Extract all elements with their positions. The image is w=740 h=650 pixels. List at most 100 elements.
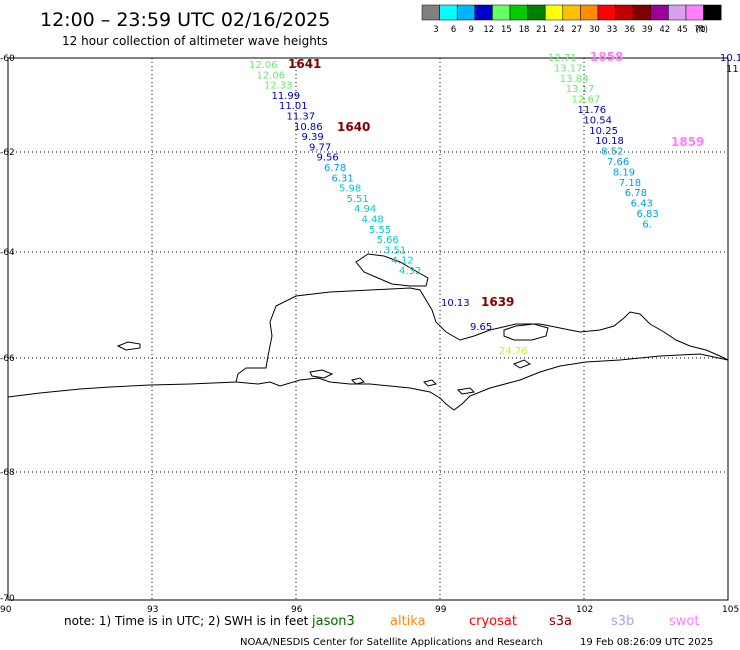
legend-label-7: 24 (554, 25, 565, 35)
track-a-value-19: 4.12 (392, 256, 414, 267)
plot-frame (7, 57, 729, 601)
island-small-1 (309, 369, 334, 379)
track-a-value-1: 12.06 (257, 70, 286, 81)
legend-swatch-12 (632, 4, 652, 21)
island-small-2 (351, 377, 365, 385)
color-legend: 3 6 9 12 15 18 21 24 27 30 33 36 39 42 45 70(ft) (421, 4, 722, 35)
track-c-value-16: 6. (642, 219, 652, 230)
legend-swatch-0 (421, 4, 440, 21)
track-c-value-2: 13.84 (560, 74, 589, 85)
pass-label-1640: 1640 (337, 120, 370, 134)
satellite-swot: swot (669, 614, 699, 629)
legend-swatch-15 (685, 4, 704, 21)
track-a-value-20: 4.32 (399, 266, 421, 277)
track-b-value-1: 9.65 (470, 322, 492, 333)
track-a-value-14: 4.94 (354, 204, 376, 215)
legend-label-15: 70 (695, 25, 706, 35)
legend-label-12: 39 (642, 25, 653, 35)
legend-swatch-2 (456, 4, 476, 21)
legend-label-10: 33 (607, 25, 618, 35)
track-d-value-0: 10.1 (720, 53, 740, 64)
track-c-value-13: 6.78 (625, 188, 647, 199)
coastline (7, 253, 729, 411)
legend-label-3: 12 (483, 25, 494, 35)
y-tick-68: -68 (0, 468, 15, 478)
track-c-value-12: 7.18 (619, 178, 641, 189)
track-c-value-3: 13.17 (566, 84, 595, 95)
island-small-3 (423, 379, 437, 387)
x-tick-99: 99 (435, 605, 447, 615)
grid-lines (8, 58, 728, 600)
track-c-value-8: 10.18 (595, 136, 624, 147)
legend-swatch-8 (562, 4, 581, 21)
track-d-value-1: 11. (726, 64, 740, 75)
satellite-s3b: s3b (611, 614, 634, 629)
track-c-value-0: 12.71 (548, 53, 577, 64)
track-c-value-7: 10.25 (589, 126, 618, 137)
legend-label-2: 9 (468, 25, 473, 35)
legend-swatch-16 (703, 4, 722, 21)
pass-label-1641: 1641 (288, 57, 321, 71)
track-a-value-9: 9.56 (317, 153, 339, 164)
track-a-value-17: 5.66 (377, 235, 399, 246)
pass-label-1859: 1859 (671, 135, 704, 149)
track-c-value-4: 12.67 (572, 95, 601, 106)
track-c-value-1: 13.17 (554, 63, 583, 74)
track-c-value-9: 8.52 (601, 147, 623, 158)
track-a-value-2: 12.33 (264, 81, 293, 92)
y-tick-70: -70 (0, 594, 15, 604)
legend-swatch-5 (509, 4, 528, 21)
coast-lower (235, 353, 729, 411)
track-a-value-5: 11.37 (287, 112, 316, 123)
map-title: 12:00 – 23:59 UTC 02/16/2025 (40, 9, 330, 31)
track-c-value-15: 6.83 (637, 209, 659, 220)
pass-label-1639: 1639 (481, 295, 514, 309)
track-a-value-0: 12.06 (249, 60, 278, 71)
track-a-value-13: 5.51 (347, 194, 369, 205)
y-tick-64: -64 (0, 248, 15, 258)
track-a-value-11: 6.31 (332, 173, 354, 184)
legend-swatch-11 (615, 4, 634, 21)
satellite-altika: altika (390, 614, 426, 629)
legend-swatch-7 (544, 4, 564, 21)
legend-label-8: 27 (571, 25, 582, 35)
island-small-5 (456, 387, 476, 395)
legend-label-11: 36 (624, 25, 635, 35)
track-a-value-18: 3.51 (384, 245, 406, 256)
satellite-legend: jason3 altika cryosat s3a s3b swot (311, 614, 699, 629)
x-tick-105: 105 (722, 605, 739, 615)
legend-swatch-14 (668, 4, 687, 21)
island-east (503, 323, 549, 341)
track-c-value-10: 7.66 (607, 157, 629, 168)
credit-timestamp: 19 Feb 08:26:09 UTC 2025 (580, 637, 713, 648)
track-c-value-11: 8.19 (613, 167, 635, 178)
satellite-jason3: jason3 (311, 614, 355, 629)
legend-label-16: (ft) (695, 25, 708, 35)
legend-label-13: 42 (659, 25, 670, 35)
legend-label-4: 15 (501, 25, 512, 35)
track-a-value-6: 10.86 (294, 122, 323, 133)
y-tick-62: -62 (0, 148, 15, 158)
track-a-value-12: 5.98 (339, 184, 361, 195)
satellite-s3a: s3a (549, 614, 572, 629)
legend-label-5: 18 (519, 25, 530, 35)
map-subtitle: 12 hour collection of altimeter wave hei… (62, 34, 328, 48)
track-a-value-4: 11.01 (279, 101, 308, 112)
track-c-value-5: 11.76 (578, 105, 607, 116)
legend-swatch-13 (650, 4, 669, 21)
credit-organization: NOAA/NESDIS Center for Satellite Applica… (240, 637, 543, 648)
track-a-value-10: 6.78 (324, 163, 346, 174)
legend-label-1: 6 (451, 25, 456, 35)
main-coastline (7, 287, 729, 398)
track-c-value-14: 6.43 (631, 199, 653, 210)
track-c-value-6: 10.54 (583, 115, 612, 126)
legend-swatch-9 (580, 4, 599, 21)
x-tick-96: 96 (291, 605, 303, 615)
legend-swatch-3 (474, 4, 493, 21)
track-a-value-3: 11.99 (272, 91, 301, 102)
x-tick-90: 90 (0, 605, 12, 615)
y-tick-60: -60 (0, 54, 15, 64)
x-tick-93: 93 (147, 605, 158, 615)
